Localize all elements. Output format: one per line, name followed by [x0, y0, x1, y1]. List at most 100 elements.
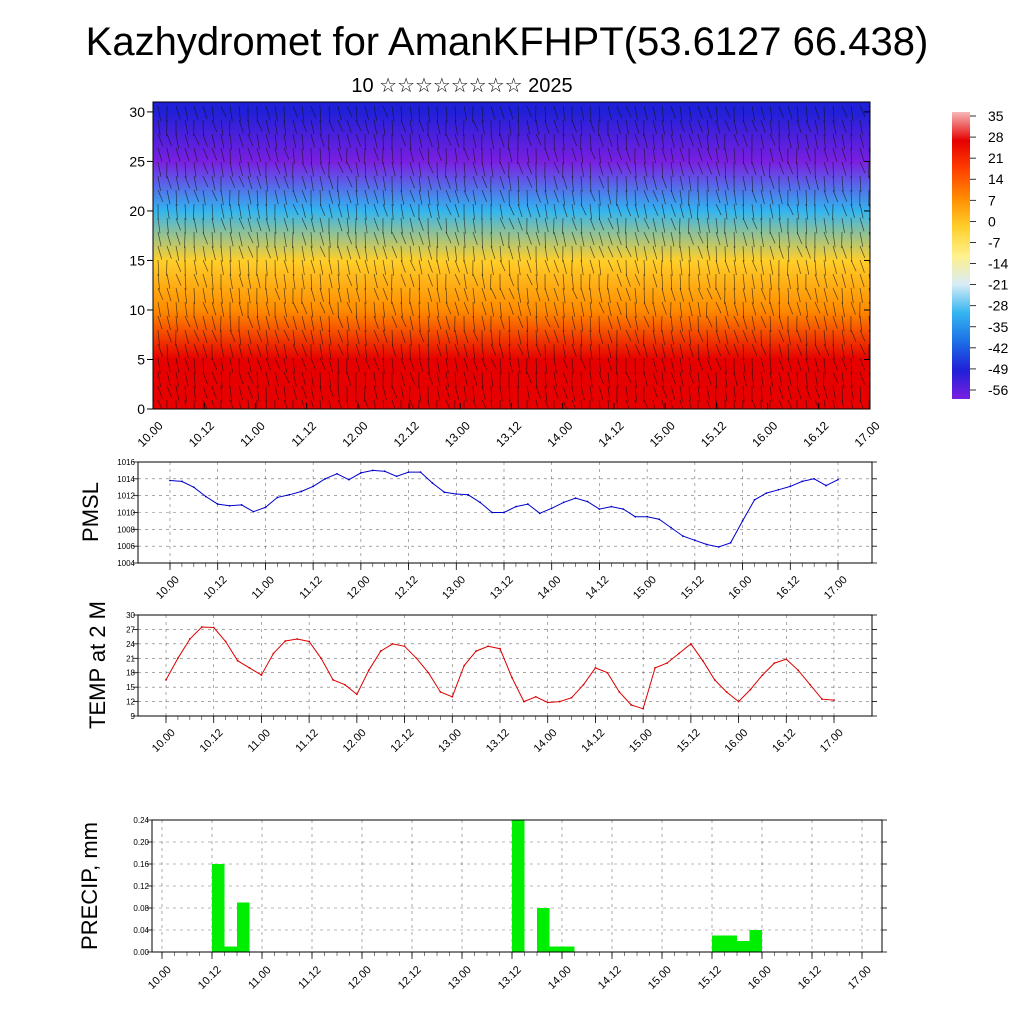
wind-barb	[436, 315, 442, 330]
x-tick-label: 17.00	[852, 418, 883, 449]
wind-barb	[616, 231, 622, 245]
wind-barb	[679, 259, 683, 276]
wind-barb	[418, 357, 424, 372]
wind-barb	[589, 301, 593, 318]
wind-barb	[292, 189, 298, 203]
wind-barb	[436, 231, 439, 248]
x-tick-label: 14.00	[532, 727, 560, 755]
wind-barb	[373, 329, 380, 342]
wind-barb	[238, 399, 242, 409]
wind-barb	[247, 343, 253, 358]
wind-barb	[634, 329, 640, 344]
wind-barb	[346, 399, 349, 409]
wind-barb	[310, 287, 316, 302]
wind-barb	[517, 105, 519, 122]
wind-barb	[742, 105, 745, 122]
wind-barb	[274, 189, 279, 205]
wind-barb	[355, 259, 361, 273]
wind-barb	[166, 287, 172, 302]
x-tick-label: 13.00	[436, 727, 464, 755]
wind-barb	[418, 287, 421, 304]
wind-barb	[706, 343, 710, 360]
wind-barb	[688, 231, 694, 245]
wind-barb	[517, 371, 519, 388]
wind-barb	[679, 287, 685, 302]
wind-barb	[841, 105, 848, 118]
wind-barb	[697, 343, 700, 360]
wind-barb	[238, 371, 244, 385]
wind-barb	[850, 273, 855, 289]
wind-barb	[778, 147, 784, 162]
wind-barb	[499, 203, 503, 220]
wind-barb	[283, 105, 285, 122]
wind-barb	[301, 399, 305, 409]
wind-barb	[247, 245, 254, 258]
wind-barb	[715, 161, 721, 176]
wind-barb	[733, 371, 738, 387]
wind-barb	[346, 301, 353, 314]
wind-barb	[832, 357, 838, 371]
wind-barb	[832, 385, 837, 401]
wind-barb	[562, 357, 569, 370]
x-tick-label: 14.12	[583, 574, 611, 602]
wind-barb	[715, 287, 722, 300]
wind-barb	[526, 203, 532, 218]
wind-barb	[697, 371, 701, 388]
pmsl-ylabel: PMSL	[78, 482, 103, 542]
wind-barb	[724, 161, 727, 178]
wind-barb	[823, 399, 826, 409]
wind-barb	[553, 287, 559, 301]
wind-barb	[445, 175, 451, 189]
wind-barb	[751, 287, 754, 304]
wind-barb	[643, 287, 645, 304]
x-tick-label: 10.00	[154, 574, 182, 602]
wind-barb	[355, 357, 360, 372]
wind-barb	[310, 357, 317, 371]
wind-barb	[580, 329, 583, 346]
wind-barb	[787, 287, 790, 304]
wind-barb	[508, 301, 514, 315]
wind-barb	[778, 329, 785, 343]
wind-barb	[319, 203, 326, 216]
wind-barb	[157, 315, 163, 330]
wind-barb	[364, 273, 366, 290]
wind-barb	[427, 399, 430, 409]
wind-barb	[346, 217, 350, 234]
wind-barb	[184, 119, 189, 135]
wind-barb	[382, 245, 388, 260]
wind-barb	[400, 287, 402, 304]
wind-barb	[535, 133, 542, 146]
wind-barb	[598, 203, 600, 220]
wind-barb	[760, 371, 764, 388]
wind-barb	[571, 329, 575, 346]
wind-barb	[535, 287, 541, 302]
wind-barb	[796, 119, 802, 133]
wind-barb	[697, 245, 703, 259]
wind-barb	[328, 371, 332, 388]
wind-barb	[562, 301, 565, 318]
wind-barb	[283, 287, 286, 304]
wind-barb	[508, 329, 511, 346]
wind-barb	[598, 385, 604, 400]
y-tick-label: 1010	[117, 509, 135, 518]
wind-barb	[580, 231, 585, 247]
wind-barb	[274, 147, 279, 163]
wind-barb	[400, 329, 406, 344]
wind-barb	[670, 231, 675, 247]
wind-barb	[463, 357, 469, 371]
wind-barb	[292, 315, 298, 330]
x-tick-label: 15.00	[631, 574, 659, 602]
wind-barb	[715, 329, 721, 344]
wind-barb	[328, 189, 334, 204]
wind-barb	[742, 217, 749, 230]
wind-barb	[679, 161, 684, 177]
wind-barb	[850, 357, 853, 374]
wind-barb	[400, 161, 402, 178]
wind-barb	[472, 315, 476, 332]
wind-barb	[436, 175, 442, 190]
wind-barb	[166, 203, 170, 220]
wind-barb	[445, 231, 452, 244]
wind-barb	[310, 329, 315, 345]
wind-barb	[292, 105, 299, 119]
wind-barb	[724, 343, 731, 356]
